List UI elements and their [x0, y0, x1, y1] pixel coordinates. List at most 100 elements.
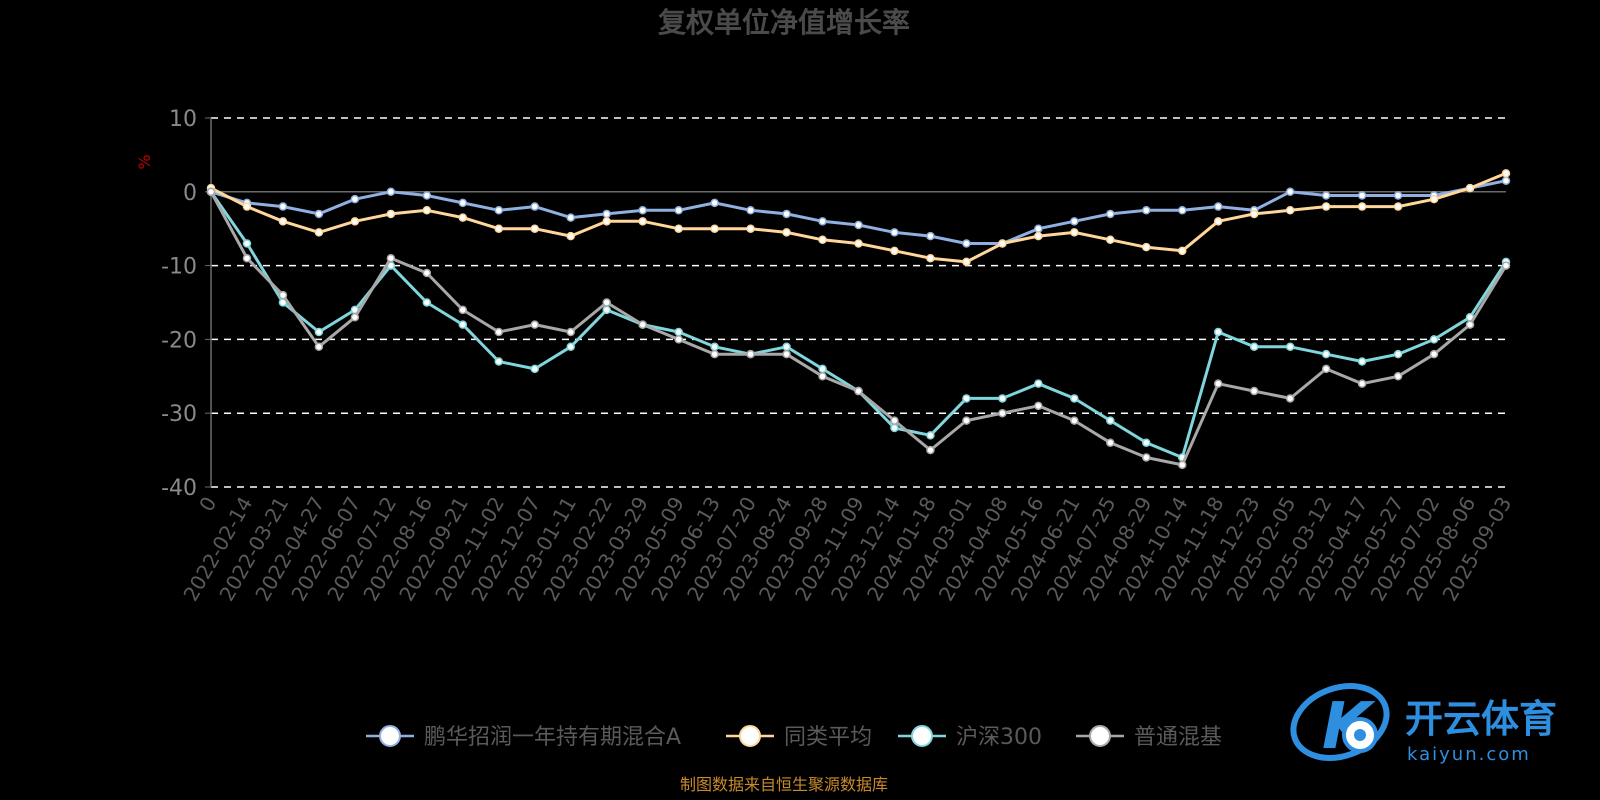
legend-label: 沪深300 — [956, 725, 1042, 750]
data-point — [386, 253, 396, 263]
data-point — [1321, 202, 1331, 211]
data-point — [1285, 342, 1295, 352]
data-point — [1249, 386, 1259, 396]
data-point — [1106, 209, 1115, 219]
watermark: K 开云体育 kaiyun.com — [1290, 683, 1557, 765]
data-point — [890, 416, 899, 425]
data-point — [386, 187, 396, 197]
data-point — [1034, 379, 1043, 388]
data-point — [314, 228, 324, 237]
legend-item-0[interactable]: 鹏华招润一年持有期混合A — [366, 725, 681, 750]
data-point — [1213, 327, 1223, 337]
data-point — [782, 342, 791, 352]
data-point — [278, 217, 288, 226]
data-point — [242, 202, 252, 211]
series-line-3 — [209, 191, 1508, 467]
data-point — [926, 231, 935, 241]
data-point — [422, 268, 432, 278]
data-point — [278, 202, 288, 211]
data-point — [1142, 453, 1151, 462]
data-point — [1142, 438, 1151, 447]
data-point — [1501, 176, 1511, 185]
legend-label: 鹏华招润一年持有期混合A — [424, 725, 681, 750]
data-point — [890, 228, 899, 237]
data-point — [1321, 364, 1331, 374]
y-tick-label: 0 — [183, 181, 197, 206]
legend-item-1[interactable]: 同类平均 — [726, 725, 872, 750]
y-tick-label: -20 — [161, 328, 197, 353]
data-point — [422, 191, 432, 200]
data-point — [1034, 224, 1043, 233]
data-point — [746, 224, 755, 233]
data-point — [1321, 191, 1331, 200]
data-point — [242, 239, 252, 248]
data-point — [458, 320, 468, 329]
data-point — [1465, 183, 1475, 193]
data-point — [926, 445, 935, 455]
data-point — [422, 206, 432, 215]
data-point — [530, 364, 539, 374]
legend-item-2[interactable]: 沪深300 — [898, 725, 1042, 750]
data-point — [1142, 242, 1151, 252]
data-point — [1034, 401, 1043, 411]
data-point — [1106, 416, 1115, 425]
data-point — [314, 342, 324, 352]
data-point — [602, 305, 611, 315]
data-point — [350, 313, 360, 322]
data-point — [602, 298, 611, 307]
data-point — [782, 349, 791, 359]
y-axis-unit: % — [135, 154, 154, 169]
data-point — [422, 298, 432, 307]
data-point — [962, 257, 971, 267]
series-line-1 — [210, 171, 1507, 264]
y-axis: 10 0 -10 -20 -30 -40 — [161, 107, 212, 501]
data-point — [1249, 342, 1259, 352]
data-point — [1465, 320, 1475, 329]
data-point — [998, 408, 1007, 418]
data-point — [1393, 349, 1403, 359]
x-tick-label: 0 — [194, 493, 221, 516]
legend-label: 普通混基 — [1134, 725, 1222, 750]
data-point — [1285, 206, 1295, 215]
data-point — [1178, 460, 1187, 470]
data-point — [242, 253, 252, 263]
y-tick-label: -10 — [161, 255, 197, 280]
data-point — [674, 206, 683, 215]
data-point — [1213, 217, 1223, 226]
data-point — [350, 194, 360, 204]
data-point — [998, 239, 1007, 248]
legend-item-3[interactable]: 普通混基 — [1076, 725, 1222, 750]
data-point — [566, 231, 575, 241]
brand-logo-icon: K — [1290, 683, 1390, 764]
data-point — [1213, 202, 1223, 211]
data-point — [458, 213, 468, 222]
data-point — [1178, 246, 1187, 256]
data-point — [1357, 357, 1367, 366]
data-point — [710, 198, 719, 208]
watermark-brand: 开云体育 — [1405, 697, 1557, 741]
data-point — [998, 394, 1007, 403]
data-point — [962, 394, 971, 403]
data-point — [602, 217, 611, 226]
data-point — [890, 423, 899, 433]
data-point — [494, 206, 504, 215]
data-point — [1357, 379, 1367, 388]
data-point — [458, 305, 468, 315]
data-point — [710, 349, 719, 359]
data-point — [746, 349, 755, 359]
data-point — [206, 187, 216, 197]
data-point — [1249, 209, 1259, 219]
data-point — [1429, 349, 1439, 359]
data-point — [1357, 191, 1367, 200]
data-point — [494, 224, 504, 233]
data-point — [674, 335, 683, 344]
data-point — [566, 342, 575, 352]
y-tick-label: 10 — [169, 107, 197, 132]
data-point — [1285, 187, 1295, 197]
data-point — [1070, 394, 1079, 403]
data-point — [710, 342, 719, 352]
data-point — [602, 209, 611, 219]
data-point — [1321, 349, 1331, 359]
data-point — [1393, 191, 1403, 200]
